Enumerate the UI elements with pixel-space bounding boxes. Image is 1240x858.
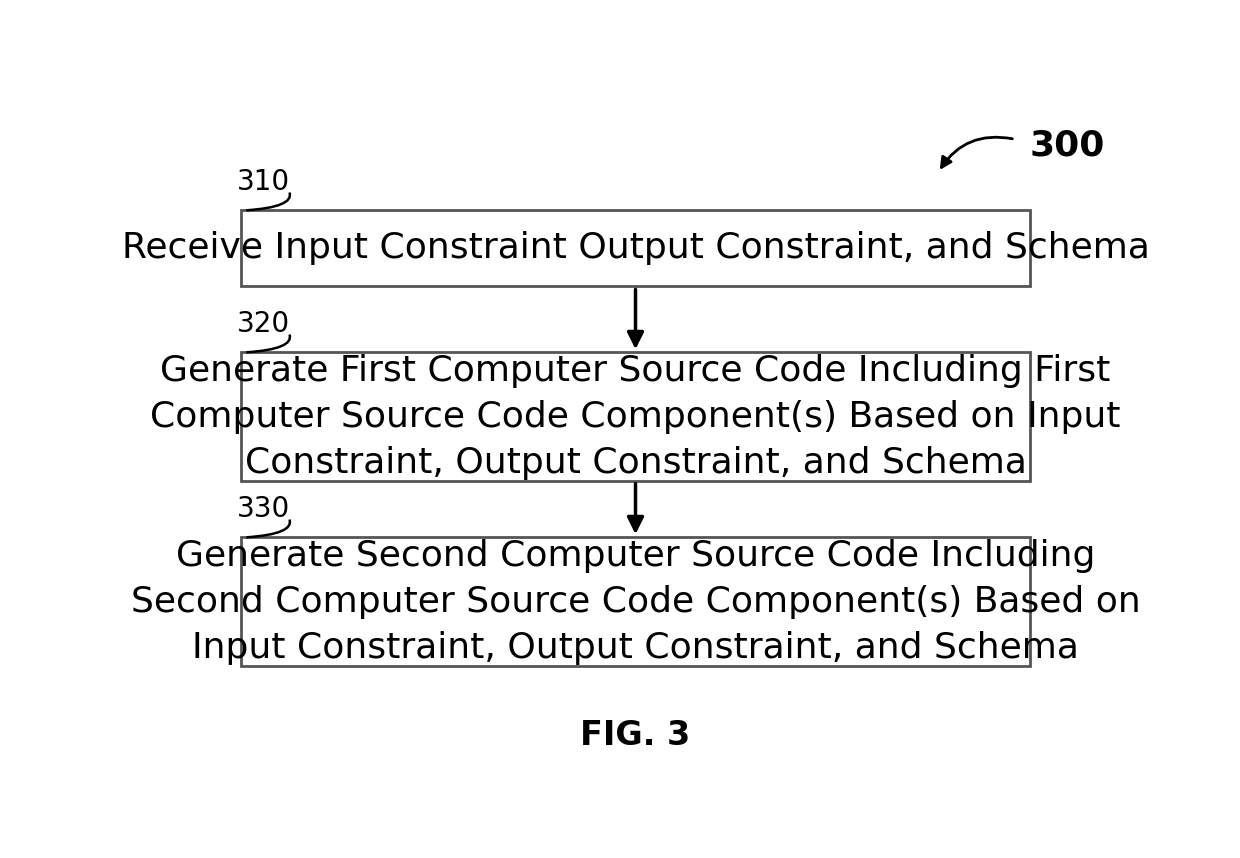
Text: 320: 320: [237, 310, 290, 338]
Text: Receive Input Constraint Output Constraint, and Schema: Receive Input Constraint Output Constrai…: [122, 232, 1149, 265]
Text: Generate First Computer Source Code Including First
Computer Source Code Compone: Generate First Computer Source Code Incl…: [150, 353, 1121, 480]
FancyBboxPatch shape: [242, 537, 1029, 666]
Text: 300: 300: [1029, 129, 1105, 163]
Text: Generate Second Computer Source Code Including
Second Computer Source Code Compo: Generate Second Computer Source Code Inc…: [130, 539, 1141, 665]
Text: 310: 310: [237, 168, 290, 196]
Text: 330: 330: [237, 495, 290, 523]
Text: FIG. 3: FIG. 3: [580, 719, 691, 752]
FancyBboxPatch shape: [242, 210, 1029, 287]
FancyBboxPatch shape: [242, 353, 1029, 481]
